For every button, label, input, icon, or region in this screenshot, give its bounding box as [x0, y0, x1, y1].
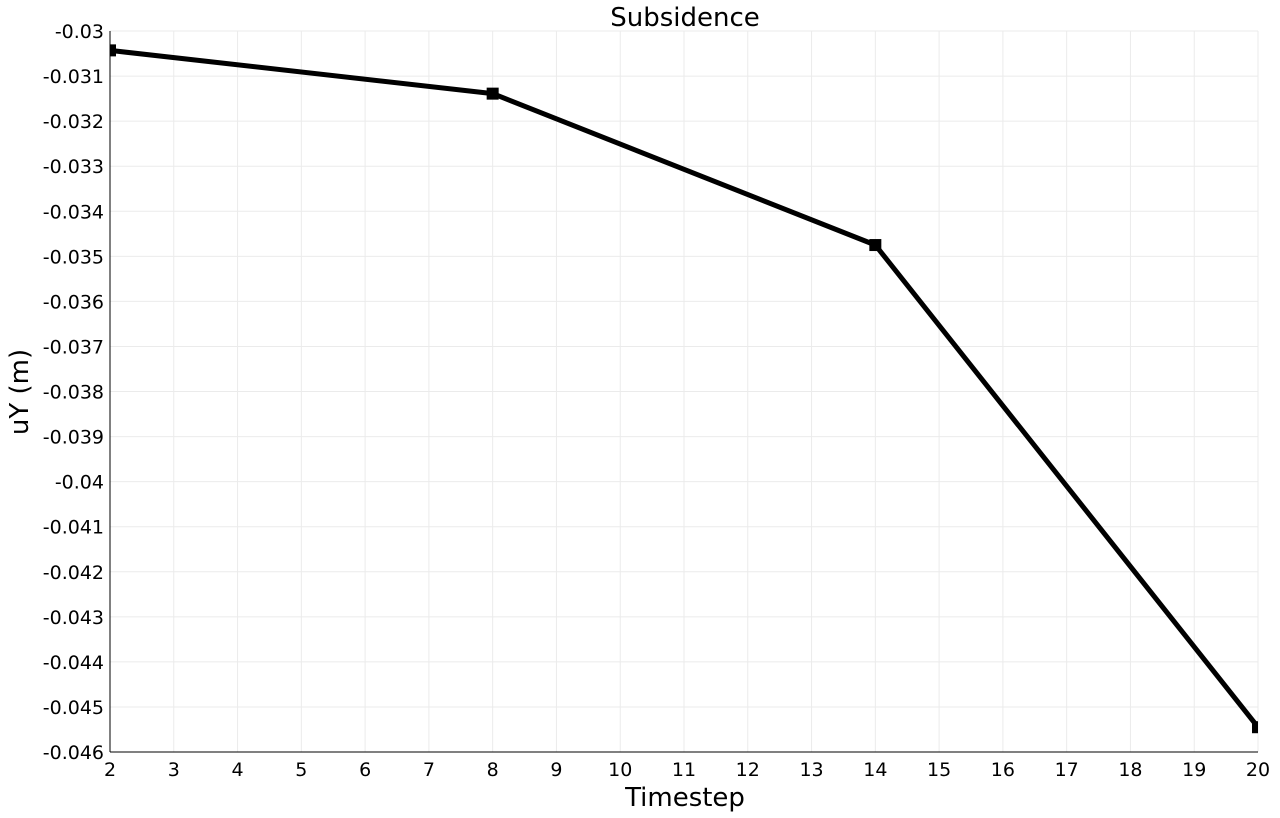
chart-title: Subsidence — [610, 3, 760, 33]
x-tick-label: 16 — [991, 759, 1015, 781]
x-tick-label: 8 — [487, 759, 499, 781]
y-tick-label: -0.043 — [43, 607, 104, 629]
grid-lines — [109, 30, 1259, 753]
y-axis-label: uY (m) — [5, 349, 35, 435]
y-tick-label: -0.044 — [43, 652, 104, 674]
y-tick-label: -0.046 — [43, 742, 104, 764]
data-point-marker — [1252, 721, 1258, 734]
y-tick-label: -0.037 — [43, 336, 104, 358]
x-tick-labels: 2 3 4 5 6 7 8 9 10 11 12 13 14 15 16 17 18 19 20 — [104, 759, 1270, 781]
x-tick-label: 12 — [736, 759, 760, 781]
x-tick-label: 3 — [168, 759, 180, 781]
data-point-marker — [486, 87, 499, 100]
x-axis-label: Timestep — [624, 783, 745, 813]
x-tick-label: 5 — [295, 759, 307, 781]
series-line — [110, 47, 1258, 729]
x-tick-label: 14 — [863, 759, 887, 781]
y-tick-label: -0.038 — [43, 382, 104, 404]
y-tick-label: -0.03 — [55, 21, 104, 43]
axes — [109, 31, 1258, 753]
x-tick-label: 2 — [104, 759, 116, 781]
y-tick-label: -0.045 — [43, 697, 104, 719]
x-tick-label: 17 — [1055, 759, 1079, 781]
y-tick-label: -0.039 — [43, 427, 104, 449]
x-tick-label: 15 — [927, 759, 951, 781]
y-tick-label: -0.036 — [43, 291, 104, 313]
y-tick-labels: -0.03 -0.031 -0.032 -0.033 -0.034 -0.035 -0.03… — [43, 21, 104, 764]
x-tick-label: 18 — [1118, 759, 1142, 781]
y-tick-label: -0.035 — [43, 246, 104, 268]
x-tick-label: 11 — [672, 759, 696, 781]
data-point-marker — [869, 239, 882, 252]
data-point-marker — [110, 44, 116, 57]
y-tick-label: -0.031 — [43, 66, 104, 88]
x-tick-label: 10 — [608, 759, 632, 781]
y-tick-label: -0.04 — [55, 472, 104, 494]
series-layer — [110, 44, 1258, 734]
x-tick-label: 20 — [1246, 759, 1270, 781]
x-tick-label: 6 — [359, 759, 371, 781]
x-tick-label: 19 — [1182, 759, 1206, 781]
x-tick-label: 13 — [799, 759, 823, 781]
y-tick-label: -0.033 — [43, 156, 104, 178]
x-tick-label: 4 — [232, 759, 244, 781]
y-tick-label: -0.041 — [43, 517, 104, 539]
y-tick-label: -0.042 — [43, 562, 104, 584]
x-tick-label: 9 — [550, 759, 562, 781]
y-tick-label: -0.034 — [43, 201, 104, 223]
x-tick-label: 7 — [423, 759, 435, 781]
y-tick-label: -0.032 — [43, 111, 104, 133]
